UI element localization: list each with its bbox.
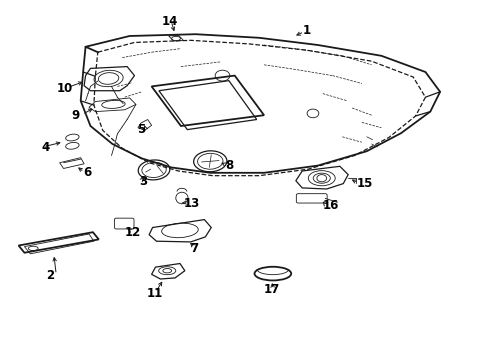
Text: 9: 9 — [71, 109, 79, 122]
Text: 13: 13 — [183, 197, 199, 210]
Text: 11: 11 — [146, 287, 163, 300]
Text: 7: 7 — [190, 242, 199, 255]
Text: 17: 17 — [264, 283, 280, 296]
Text: 14: 14 — [161, 15, 177, 28]
Text: 1: 1 — [303, 24, 311, 37]
Text: 10: 10 — [56, 82, 72, 95]
Text: 12: 12 — [124, 226, 141, 239]
Text: 15: 15 — [356, 177, 372, 190]
Text: 8: 8 — [224, 159, 233, 172]
Text: 4: 4 — [41, 141, 50, 154]
Text: 5: 5 — [137, 123, 145, 136]
Text: 6: 6 — [83, 166, 91, 179]
Text: 3: 3 — [139, 175, 147, 188]
Text: 16: 16 — [322, 199, 338, 212]
Text: 2: 2 — [46, 269, 55, 282]
